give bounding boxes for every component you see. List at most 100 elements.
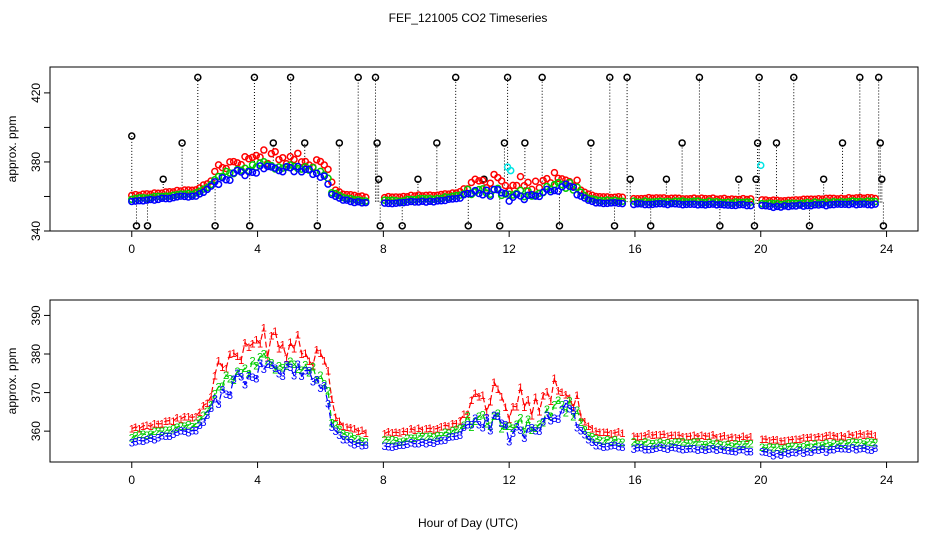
series-3-marker: 3	[351, 440, 357, 452]
series-1-marker: 1	[253, 335, 259, 347]
series-1-marker: 1	[748, 431, 754, 443]
series-2-marker: 2	[351, 433, 357, 445]
series-2-marker: 2	[400, 436, 406, 448]
series-1-marker: 1	[325, 365, 331, 377]
series-2-marker: 2	[846, 438, 852, 450]
series-3-marker: 3	[170, 429, 176, 441]
series-1-marker: 1	[706, 431, 712, 443]
top-series-3-point	[697, 200, 706, 209]
series-1-marker: 1	[774, 435, 780, 447]
series-1-marker: 1	[234, 351, 240, 363]
series-2-marker: 2	[476, 411, 482, 423]
spike-marker	[286, 73, 295, 82]
series-1-marker: 1	[212, 370, 218, 382]
top-series-3-point	[577, 192, 585, 200]
spike-marker	[805, 222, 814, 230]
top-series-1-point	[550, 168, 559, 177]
series-2-marker: 2	[427, 431, 433, 443]
top-series-3-point	[701, 201, 710, 209]
top-series-3-point	[248, 168, 257, 177]
top-series-3-point	[746, 201, 755, 210]
series-3-marker: 3	[857, 444, 863, 456]
series-3-marker: 3	[782, 447, 788, 459]
series-2-marker: 2	[710, 439, 716, 451]
series-1-marker: 1	[665, 431, 671, 443]
top-series-3-point	[501, 189, 510, 198]
series-3-marker: 3	[238, 371, 244, 383]
series-3-marker: 3	[812, 445, 818, 457]
series-3-marker: 3	[295, 359, 301, 371]
top-series-3-point	[524, 191, 532, 200]
series-2-marker: 2	[691, 437, 697, 449]
top-y-tick-label: 380	[29, 152, 43, 172]
series-2-marker: 2	[336, 424, 342, 436]
series-3-marker: 3	[265, 359, 271, 371]
series-2-marker: 2	[283, 361, 289, 373]
series-2-marker: 2	[789, 441, 795, 453]
series-3-marker: 3	[427, 437, 433, 449]
series-1-marker: 1	[857, 429, 863, 441]
top-series-3-point	[829, 200, 838, 209]
top-series-3-point	[339, 196, 347, 204]
series-2-marker: 2	[642, 436, 648, 448]
series-1-marker: 1	[344, 422, 350, 434]
series-1-marker: 1	[310, 360, 316, 372]
series-2-marker: 2	[687, 438, 693, 450]
series-3-marker: 3	[234, 368, 240, 380]
series-3-marker: 3	[129, 437, 135, 449]
top-series-3-point	[252, 169, 261, 177]
top-series-3-point	[135, 196, 144, 205]
series-1-marker: 1	[744, 433, 750, 445]
series-1-marker: 1	[517, 382, 523, 394]
top-series-3-point	[260, 164, 268, 173]
series-3-marker: 3	[582, 430, 588, 442]
series-2-marker: 2	[170, 423, 176, 435]
series-1-marker: 1	[563, 390, 569, 402]
series-2-marker: 2	[140, 429, 146, 441]
series-3-marker: 3	[268, 360, 274, 372]
top-series-1-point	[573, 176, 581, 184]
series-1-marker: 1	[650, 430, 656, 442]
series-3-marker: 3	[472, 413, 478, 425]
series-3-marker: 3	[359, 440, 365, 452]
top-series-3-point	[614, 199, 623, 207]
series-2-marker: 2	[680, 436, 686, 448]
series-2-marker: 2	[616, 437, 622, 449]
top-series-3-point	[871, 200, 879, 208]
series-2-marker: 2	[800, 441, 806, 453]
series-3-marker: 3	[355, 438, 361, 450]
spike-marker	[373, 139, 381, 147]
series-2-line	[131, 352, 876, 450]
top-series-3-point	[833, 200, 842, 208]
series-2-marker: 2	[578, 417, 584, 429]
top-series-1-point	[516, 172, 525, 181]
top-series-3-point	[765, 202, 774, 210]
top-series-3-point	[841, 200, 849, 208]
series-2-marker: 2	[608, 436, 614, 448]
top-series-1-point	[252, 151, 261, 160]
series-1-marker: 1	[631, 431, 637, 443]
series-2-marker: 2	[570, 412, 576, 424]
top-series-3-point	[188, 192, 196, 200]
top-series-3-point	[675, 200, 683, 208]
series-1-marker: 1	[808, 432, 814, 444]
series-1-marker: 1	[457, 415, 463, 427]
series-1-marker: 1	[189, 412, 195, 424]
series-2-marker: 2	[634, 439, 640, 451]
series-3-marker: 3	[834, 443, 840, 455]
series-2-marker: 2	[340, 429, 346, 441]
top-series-3-point	[852, 200, 861, 209]
series-3-marker: 3	[480, 423, 486, 435]
top-series-1-point	[290, 155, 298, 164]
series-3-marker: 3	[657, 442, 663, 454]
top-series-1-point	[497, 177, 506, 185]
series-2-marker: 2	[197, 414, 203, 426]
series-1-marker: 1	[216, 356, 222, 368]
top-series-3-point	[848, 200, 857, 208]
series-1-marker: 1	[385, 427, 391, 439]
top-series-3-point	[690, 200, 698, 208]
series-2-marker: 2	[593, 434, 599, 446]
top-series-1-point	[531, 177, 540, 185]
x-axis-label: Hour of Day (UTC)	[418, 516, 518, 530]
series-3-marker: 3	[695, 445, 701, 457]
